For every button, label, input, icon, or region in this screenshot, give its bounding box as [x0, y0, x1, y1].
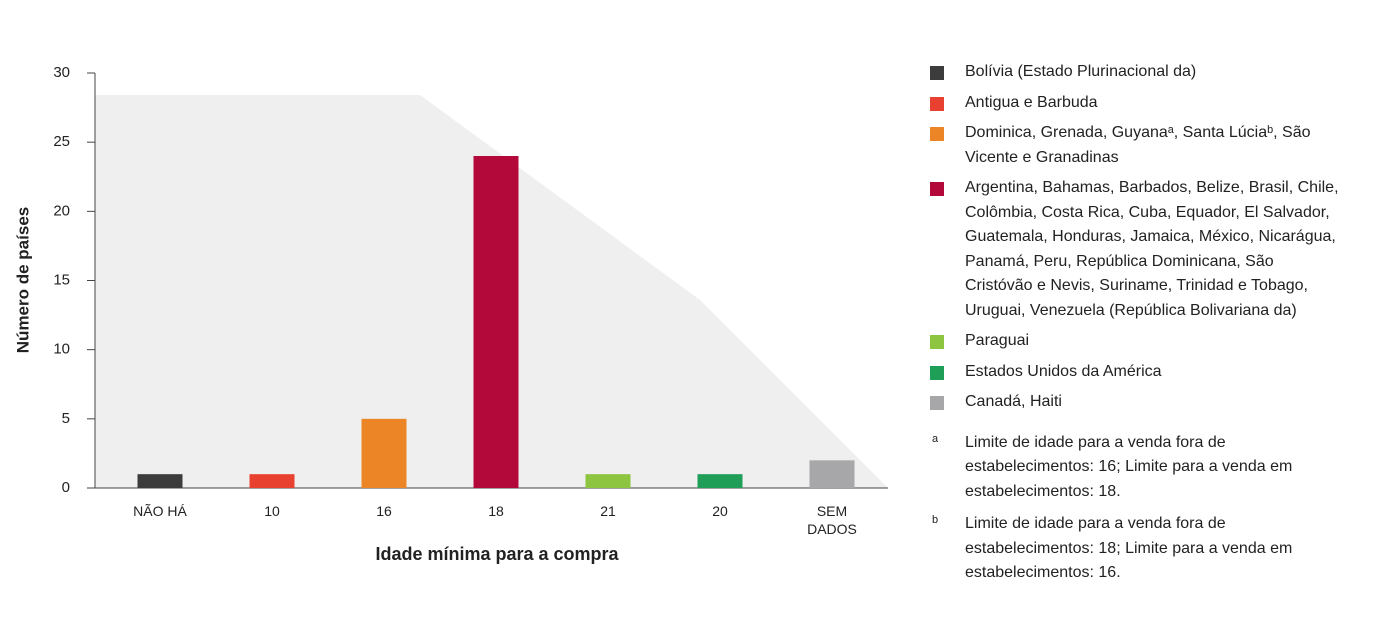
legend-text: Paraguai — [965, 332, 1030, 349]
footnote-text: Limite de idade para a venda fora de est… — [965, 433, 1293, 500]
legend-swatch — [930, 66, 944, 80]
legend-text: Argentina, Bahamas, Barbados, Belize, Br… — [965, 179, 1339, 319]
bar — [585, 474, 631, 488]
legend-swatch — [930, 365, 944, 380]
bar — [361, 418, 407, 488]
y-tick-label: 10 — [53, 341, 70, 358]
legend-swatch — [930, 396, 944, 410]
legend-swatch — [930, 96, 944, 111]
y-tick-label: 25 — [53, 133, 70, 150]
chart: Número de países Idade mínima para a com… — [13, 64, 888, 564]
x-tick-label: 18 — [488, 503, 504, 519]
legend: Bolívia (Estado Plurinacional da) Antigua… — [930, 54, 1340, 586]
legend-text: Antigua e Barbuda — [965, 93, 1098, 111]
bar — [809, 460, 855, 488]
legend-item: Canadá, Haiti — [930, 390, 1340, 415]
legend-item: Dominica, Grenada, Guyanaᵃ, Santa Lúciaᵇ… — [930, 121, 1340, 170]
legend-swatch — [930, 182, 944, 196]
footnote-marker: a — [932, 432, 939, 445]
y-tick-label: 5 — [62, 410, 70, 427]
legend-item: Antigua e Barbuda — [930, 91, 1340, 116]
legend-swatch — [930, 127, 944, 141]
x-tick-label: NÃO HÁ — [133, 503, 187, 519]
y-tick-label: 0 — [62, 479, 70, 496]
y-tick-label: 30 — [53, 64, 70, 81]
legend-item: Estados Unidos da América — [930, 360, 1340, 385]
bar — [249, 474, 295, 488]
legend-text: Canadá, Haiti — [965, 393, 1062, 410]
legend-text: Estados Unidos da América — [965, 362, 1162, 380]
x-tick-label: 21 — [600, 503, 616, 519]
footnote: a Limite de idade para a venda fora de es… — [930, 431, 1340, 505]
y-tick-label: 15 — [53, 271, 70, 288]
x-tick-label: SEM DADOS — [807, 503, 857, 537]
footnotes: a Limite de idade para a venda fora de es… — [930, 431, 1340, 586]
bar — [473, 156, 519, 488]
bar — [137, 474, 183, 488]
x-tick-label: 10 — [264, 503, 280, 519]
footnote-text: Limite de idade para a venda fora de est… — [965, 515, 1293, 581]
legend-item: Bolívia (Estado Plurinacional da) — [930, 60, 1340, 85]
x-tick-label: 16 — [376, 503, 392, 519]
legend-text: Bolívia (Estado Plurinacional da) — [965, 63, 1197, 80]
bar — [697, 474, 743, 488]
legend-item: Argentina, Bahamas, Barbados, Belize, Br… — [930, 176, 1340, 323]
legend-text: Dominica, Grenada, Guyanaᵃ, Santa Lúciaᵇ… — [965, 124, 1311, 166]
y-tick-label: 20 — [53, 202, 70, 219]
legend-swatch — [930, 335, 944, 349]
x-axis-label: Idade mínima para a compra — [375, 544, 619, 564]
legend-item: Paraguai — [930, 329, 1340, 354]
footnote-marker: b — [932, 514, 939, 526]
x-tick-label: 20 — [712, 503, 728, 519]
y-axis-label: Número de países — [13, 207, 32, 353]
footnote: b Limite de idade para a venda fora de es… — [930, 512, 1340, 586]
